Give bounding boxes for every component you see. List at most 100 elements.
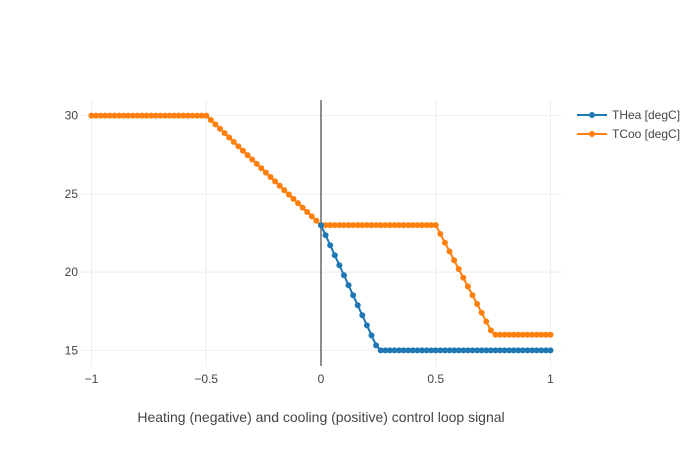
- data-point: [212, 121, 219, 128]
- data-point: [230, 138, 237, 145]
- data-point: [497, 347, 504, 354]
- series-tcoo: [88, 112, 554, 338]
- legend-item-thea[interactable]: THea [degC]: [577, 108, 680, 122]
- data-point: [400, 222, 407, 229]
- data-point: [373, 222, 380, 229]
- data-point: [327, 242, 334, 249]
- data-point: [221, 130, 228, 137]
- data-point: [129, 112, 136, 119]
- y-tick-label: 25: [65, 187, 79, 201]
- data-point: [492, 331, 499, 338]
- data-point: [451, 257, 458, 264]
- data-point: [134, 112, 141, 119]
- x-tick-label: 1: [547, 372, 554, 386]
- data-point: [267, 173, 274, 180]
- data-point: [487, 347, 494, 354]
- legend-label: TCoo [degC]: [612, 127, 680, 141]
- data-point: [327, 222, 334, 229]
- data-point: [290, 195, 297, 202]
- data-point: [184, 112, 191, 119]
- data-point: [244, 152, 251, 159]
- data-point: [506, 347, 513, 354]
- data-point: [166, 112, 173, 119]
- data-point: [478, 309, 485, 316]
- data-point: [354, 222, 361, 229]
- data-point: [308, 213, 315, 220]
- data-point: [428, 347, 435, 354]
- data-point: [331, 222, 338, 229]
- data-point: [437, 347, 444, 354]
- data-point: [125, 112, 132, 119]
- data-point: [331, 252, 338, 259]
- data-point: [474, 301, 481, 308]
- data-point: [368, 222, 375, 229]
- data-point: [148, 112, 155, 119]
- data-point: [359, 222, 366, 229]
- data-point: [547, 347, 554, 354]
- data-point: [432, 222, 439, 229]
- data-point: [469, 347, 476, 354]
- data-point: [464, 347, 471, 354]
- data-point: [143, 112, 150, 119]
- data-point: [382, 222, 389, 229]
- data-point: [409, 222, 416, 229]
- data-point: [350, 292, 357, 299]
- data-point: [88, 112, 95, 119]
- x-tick-label: 0.5: [427, 372, 444, 386]
- data-point: [180, 112, 187, 119]
- data-point: [171, 112, 178, 119]
- data-point: [97, 112, 104, 119]
- data-point: [409, 347, 416, 354]
- data-point: [529, 347, 536, 354]
- data-point: [253, 160, 260, 167]
- data-point: [423, 347, 430, 354]
- data-point: [501, 347, 508, 354]
- data-point: [492, 347, 499, 354]
- data-point: [437, 230, 444, 237]
- data-point: [299, 204, 306, 211]
- data-point: [451, 347, 458, 354]
- legend-swatch-marker: [589, 112, 595, 118]
- data-point: [533, 331, 540, 338]
- data-point: [203, 112, 210, 119]
- legend-label: THea [degC]: [612, 108, 680, 122]
- data-point: [340, 222, 347, 229]
- data-point: [515, 347, 522, 354]
- y-axis-ticks: 15 20 25 30: [65, 109, 79, 358]
- data-point: [235, 143, 242, 150]
- data-point: [318, 222, 324, 229]
- data-point: [538, 331, 545, 338]
- data-point: [368, 332, 375, 339]
- data-point: [510, 347, 517, 354]
- data-point: [152, 112, 159, 119]
- data-point: [157, 112, 164, 119]
- data-point: [386, 222, 393, 229]
- data-point: [239, 147, 246, 154]
- x-axis-ticks: −1 −0.5 0 0.5 1: [85, 372, 555, 386]
- data-point: [428, 222, 435, 229]
- data-point: [262, 169, 269, 176]
- data-point: [414, 222, 421, 229]
- data-point: [519, 347, 526, 354]
- data-point: [478, 347, 485, 354]
- data-point: [382, 347, 389, 354]
- data-point: [175, 112, 182, 119]
- data-point: [189, 112, 196, 119]
- data-point: [249, 156, 256, 163]
- data-point: [111, 112, 118, 119]
- data-point: [350, 222, 357, 229]
- data-point: [483, 347, 490, 354]
- legend-item-tcoo[interactable]: TCoo [degC]: [577, 127, 680, 141]
- data-point: [345, 222, 352, 229]
- data-point: [423, 222, 430, 229]
- data-point: [455, 347, 462, 354]
- x-tick-label: 0: [318, 372, 325, 386]
- data-point: [120, 112, 127, 119]
- data-point: [441, 239, 448, 246]
- data-point: [345, 282, 352, 289]
- data-point: [336, 222, 343, 229]
- legend[interactable]: THea [degC] TCoo [degC]: [577, 108, 680, 141]
- data-point: [285, 191, 292, 198]
- data-point: [515, 331, 522, 338]
